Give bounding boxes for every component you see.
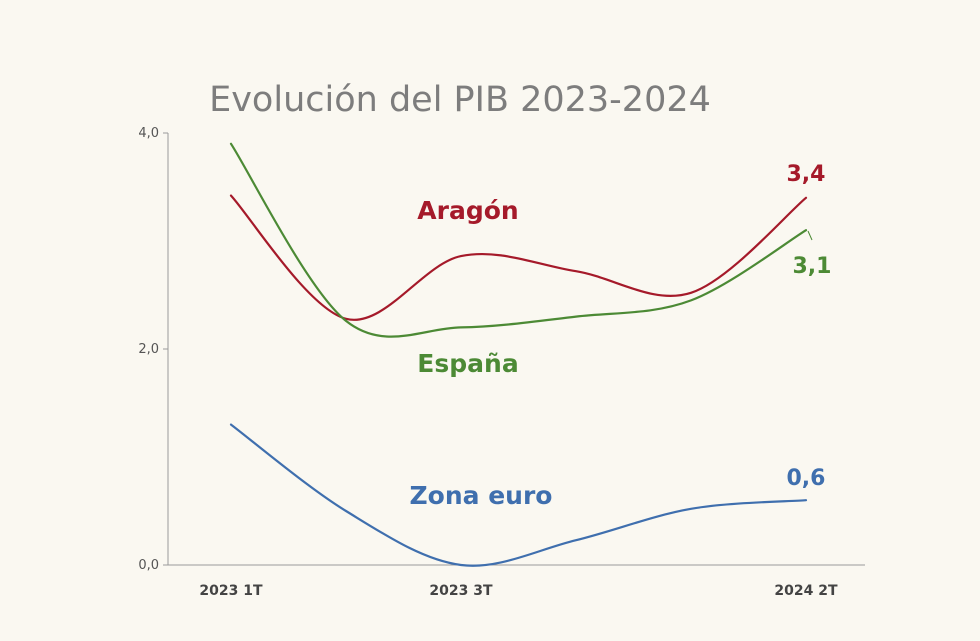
x-tick-label: 2024 2T [774, 583, 838, 599]
series-label-zona-euro: Zona euro [410, 481, 553, 510]
series-line-espana [229, 142, 808, 338]
end-value-label-zona-euro: 0,6 [787, 466, 826, 491]
series-label-aragon: Aragón [417, 196, 518, 225]
series-label-espana: España [417, 349, 518, 378]
series-line-zona-euro [229, 423, 808, 567]
x-axis-ticks: 2023 1T 2023 3T 2024 2T [199, 583, 838, 599]
chart-title: Evolución del PIB 2023-2024 [209, 80, 711, 120]
y-tick-label: 4,0 [138, 126, 159, 141]
end-value-label-espana: 3,1 [793, 254, 832, 279]
end-value-label-aragon: 3,4 [787, 162, 826, 187]
series-lines [229, 142, 808, 567]
y-tick-label: 0,0 [138, 558, 159, 573]
x-tick-label: 2023 1T [199, 583, 263, 599]
x-tick-label: 2023 3T [429, 583, 493, 599]
y-axis-ticks: 0,0 2,0 4,0 [138, 126, 168, 573]
y-tick-label: 2,0 [138, 342, 159, 357]
series-line-aragon [229, 194, 808, 321]
end-value-leader-espana [807, 230, 813, 241]
